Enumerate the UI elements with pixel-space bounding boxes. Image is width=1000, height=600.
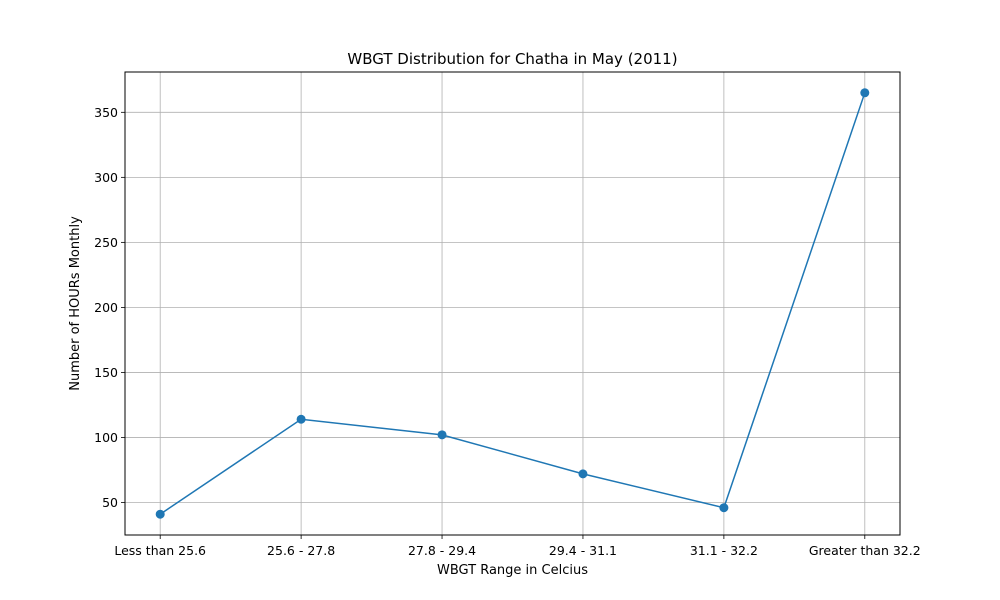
- plot-area-frame: [124, 71, 901, 536]
- y-tick-label: 250: [94, 235, 118, 250]
- y-tick-label: 150: [94, 365, 118, 380]
- ticks: Less than 25.6 25.6 - 27.8 27.8 - 29.4 29.4…: [94, 105, 921, 558]
- data-point: [437, 430, 447, 440]
- x-tick-label: 25.6 - 27.8: [267, 543, 335, 558]
- y-axis-label: Number of HOURs Monthly: [68, 216, 83, 391]
- series-layer: [155, 88, 870, 519]
- x-tick-label: 29.4 - 31.1: [549, 543, 617, 558]
- series-line: [159, 92, 866, 515]
- data-point: [296, 414, 306, 424]
- x-tick-label: 31.1 - 32.2: [690, 543, 758, 558]
- x-tick-label: 27.8 - 29.4: [408, 543, 476, 558]
- data-point: [719, 503, 729, 513]
- x-tick-label: Less than 25.6: [114, 543, 206, 558]
- data-point: [155, 509, 165, 519]
- data-point: [860, 88, 870, 98]
- y-tick-label: 350: [94, 105, 118, 120]
- x-axis-label: WBGT Range in Celcius: [437, 563, 588, 578]
- chart-title: WBGT Distribution for Chatha in May (201…: [347, 50, 677, 68]
- y-tick-label: 50: [102, 495, 118, 510]
- x-tick-label: Greater than 32.2: [809, 543, 921, 558]
- y-tick-label: 200: [94, 300, 118, 315]
- y-tick-label: 100: [94, 430, 118, 445]
- grid: [125, 72, 900, 535]
- data-point: [578, 469, 588, 479]
- y-tick-label: 300: [94, 170, 118, 185]
